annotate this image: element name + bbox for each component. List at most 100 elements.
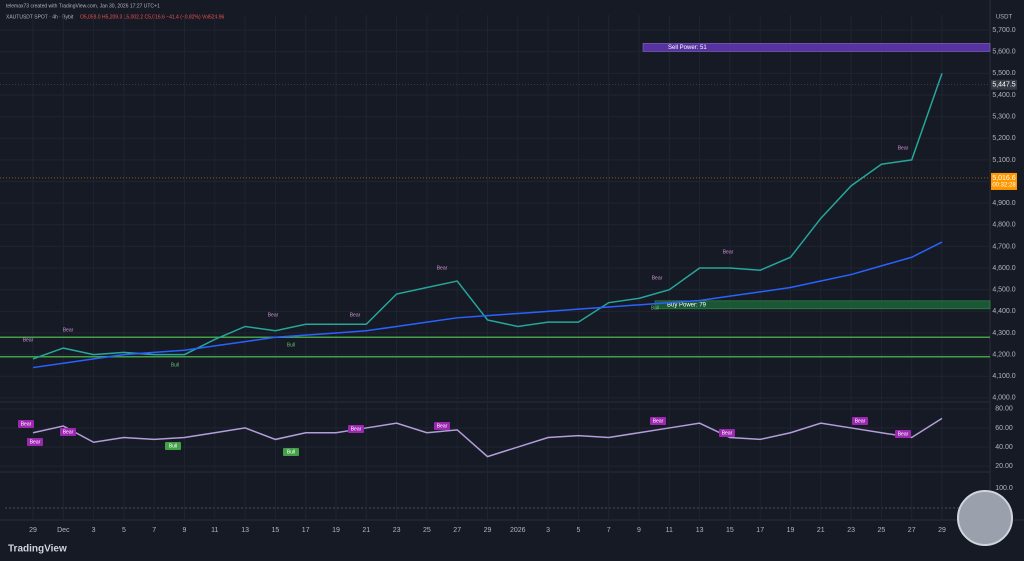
signal-marker: Bull [287,342,295,348]
rsi-marker-box [719,429,735,437]
x-tick-label: 9 [183,527,187,534]
rsi-marker: Bear [30,439,41,445]
rsi-marker-box [852,417,868,425]
rsi-marker: Bull [169,443,177,449]
signal-marker: Bear [437,265,448,271]
y-tick-label: 4,600.0 [992,265,1015,272]
y-tick-label: 5,700.0 [992,27,1015,34]
rsi-marker-box [27,438,43,446]
x-tick-label: 5 [122,527,126,534]
rsi-marker-box [60,428,76,436]
y-tick-label: 5,500.0 [992,70,1015,77]
rsi-marker: Bear [898,431,909,437]
zone [642,43,991,52]
rsi-marker-box [283,448,299,456]
price-mark-label: 5,447.5 [992,82,1015,89]
x-tick-label: 25 [423,527,431,534]
rsi-line [32,417,943,458]
x-tick-label: 3 [92,527,96,534]
ohlc: O5,058.0 H5,209.3 L5,002.2 C5,016.6 −41.… [80,14,224,20]
symbol: XAUTUSDT SPOT · 4h · Bybit [6,14,74,20]
signal-marker: Bear [723,249,734,255]
x-tick-label: 11 [211,527,218,534]
y-tick-label: 5,600.0 [992,49,1015,56]
x-tick-label: 15 [272,527,280,534]
x-tick-label: 19 [787,527,795,534]
signal-marker: Bear [268,312,279,318]
header: telemax73 created with TradingView.com, … [6,3,160,9]
rsi-marker: Bull [287,449,295,455]
price-mark-box [991,172,1017,190]
brand: TradingView [8,544,67,555]
x-tick-label: 21 [362,527,370,534]
x-tick-label: 15 [726,527,734,534]
signal-marker: Bear [350,312,361,318]
y-tick-label: 4,900.0 [992,200,1015,207]
x-tick-label: 23 [847,527,855,534]
signal-marker: Bear [898,145,909,151]
price-mark-box [991,79,1017,90]
rsi-tick-label: 80.00 [995,406,1013,413]
y-tick-label: 4,400.0 [992,308,1015,315]
currency: USDT [996,15,1013,21]
countdown: 00:32:28 [992,183,1016,189]
signal-marker: Bull [651,305,659,311]
y-tick-label: 4,700.0 [992,243,1015,250]
price-line [32,241,943,369]
macd-tick: 100.0 [995,485,1013,492]
rsi-marker-box [348,425,364,433]
x-tick-label: 9 [637,527,641,534]
y-tick-label: 4,500.0 [992,287,1015,294]
rsi-marker-box [895,430,911,438]
x-tick-label: 7 [607,527,611,534]
y-tick-label: 5,300.0 [992,114,1015,121]
y-tick-label: 4,300.0 [992,330,1015,337]
x-tick-label: 13 [241,527,249,534]
signal-marker: Bear [652,275,663,281]
rsi-tick-label: 40.00 [995,444,1013,451]
x-tick-label: 27 [908,527,916,534]
x-tick-label: 7 [152,527,156,534]
x-tick-label: 2026 [510,527,526,534]
rsi-marker: Bear [21,421,32,427]
price-line [32,73,943,360]
x-tick-label: 23 [393,527,401,534]
y-tick-label: 4,800.0 [992,222,1015,229]
zone [654,300,991,310]
zone-label: Buy Power: 79 [667,302,707,308]
rsi-marker: Bear [351,426,362,432]
y-tick-label: 5,100.0 [992,157,1015,164]
x-tick-label: 19 [332,527,340,534]
x-tick-label: 5 [576,527,580,534]
rsi-tick-label: 60.00 [995,425,1013,432]
rsi-marker-box [165,442,181,450]
signal-marker: Bull [171,362,179,368]
y-tick-label: 5,200.0 [992,135,1015,142]
y-tick-label: 4,000.0 [992,395,1015,402]
rsi-marker-box [434,422,450,430]
signal-marker: Bear [63,327,74,333]
x-tick-label: Dec [57,527,70,534]
rsi-marker-box [18,420,34,428]
x-tick-label: 17 [756,527,764,534]
x-tick-label: 21 [817,527,825,534]
zone-label: Sell Power: 51 [668,45,707,51]
x-tick-label: 29 [484,527,492,534]
rsi-marker-box [650,417,666,425]
x-tick-label: 29 [29,527,37,534]
logo [957,490,1013,546]
rsi-tick-label: 20.00 [995,463,1013,470]
price-mark-label: 5,016.6 [992,175,1015,182]
y-tick-label: 5,400.0 [992,92,1015,99]
x-tick-label: 13 [696,527,704,534]
y-tick-label: 4,100.0 [992,373,1015,380]
rsi-marker: Bear [437,423,448,429]
rsi-marker: Bear [722,430,733,436]
x-tick-label: 25 [878,527,886,534]
y-tick-label: 4,200.0 [992,351,1015,358]
x-tick-label: 3 [546,527,550,534]
signal-marker: Bear [23,337,34,343]
